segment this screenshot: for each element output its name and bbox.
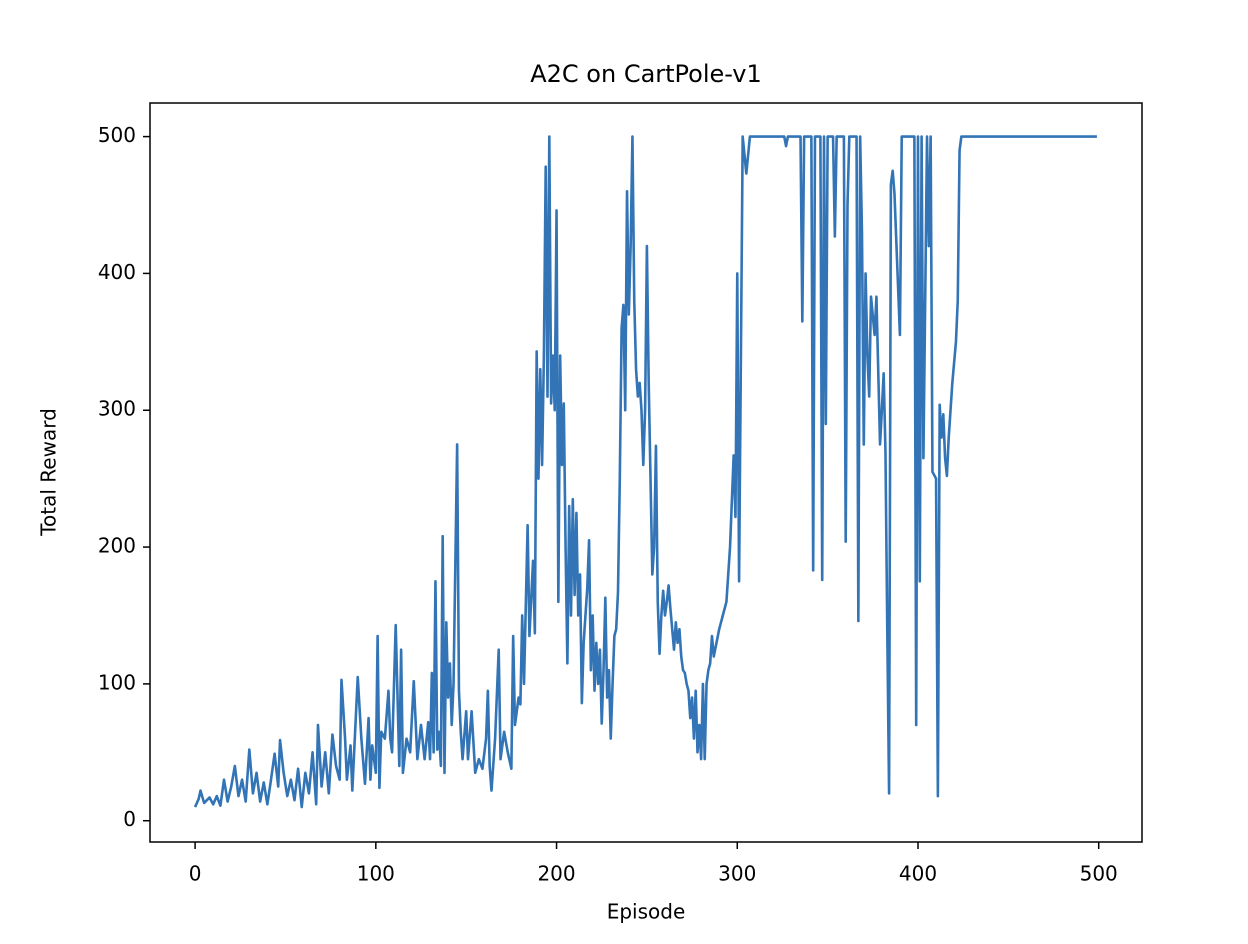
x-tick-label: 300: [718, 862, 756, 886]
x-tick-label: 400: [899, 862, 937, 886]
y-axis-label: Total Reward: [37, 408, 61, 537]
y-tick-label: 400: [98, 260, 136, 284]
y-tick-label: 500: [98, 123, 136, 147]
x-tick-label: 500: [1080, 862, 1118, 886]
y-tick-label: 300: [98, 397, 136, 421]
x-tick-label: 200: [537, 862, 575, 886]
data-line: [193, 135, 1097, 809]
plot-frame: [149, 102, 1143, 843]
chart-title: A2C on CartPole-v1: [530, 60, 762, 88]
x-tick-label: 0: [189, 862, 202, 886]
x-tick-label: 100: [357, 862, 395, 886]
y-tick-label: 200: [98, 534, 136, 558]
y-tick-label: 0: [123, 807, 136, 831]
y-tick-label: 100: [98, 670, 136, 694]
x-axis-label: Episode: [607, 900, 686, 924]
